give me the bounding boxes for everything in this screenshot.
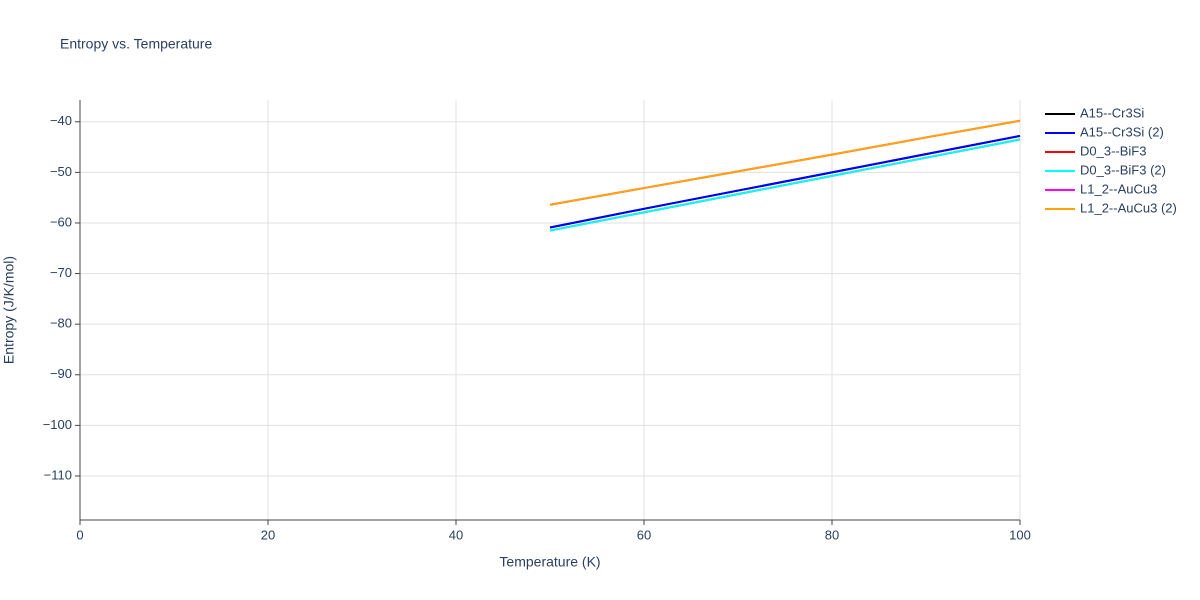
series-line: [549, 119, 1021, 206]
legend-label: D0_3--BiF3 (2): [1080, 162, 1166, 177]
y-tick-label: −80: [50, 316, 72, 331]
y-axis-title: Entropy (J/K/mol): [1, 256, 17, 364]
y-tick-label: −50: [50, 164, 72, 179]
x-tick-label: 40: [449, 527, 463, 542]
y-tick-label: −70: [50, 265, 72, 280]
series-line: [549, 134, 1021, 229]
chart-title: Entropy vs. Temperature: [60, 36, 212, 52]
x-tick-label: 0: [76, 527, 83, 542]
legend-label: A15--Cr3Si (2): [1080, 124, 1164, 139]
legend-label: D0_3--BiF3: [1080, 143, 1146, 158]
x-tick-label: 100: [1009, 527, 1031, 542]
legend-label: L1_2--AuCu3 (2): [1080, 200, 1177, 215]
x-tick-label: 60: [637, 527, 651, 542]
legend-label: L1_2--AuCu3: [1080, 181, 1157, 196]
legend-label: A15--Cr3Si: [1080, 105, 1144, 120]
x-axis-title: Temperature (K): [499, 554, 600, 570]
y-tick-label: −110: [44, 467, 72, 482]
y-tick-label: −40: [50, 113, 72, 128]
y-tick-label: −90: [50, 366, 72, 381]
series-line: [549, 138, 1021, 232]
x-tick-label: 20: [261, 527, 275, 542]
y-tick-label: −60: [50, 214, 72, 229]
x-tick-label: 80: [825, 527, 839, 542]
y-tick-label: −100: [43, 417, 72, 432]
